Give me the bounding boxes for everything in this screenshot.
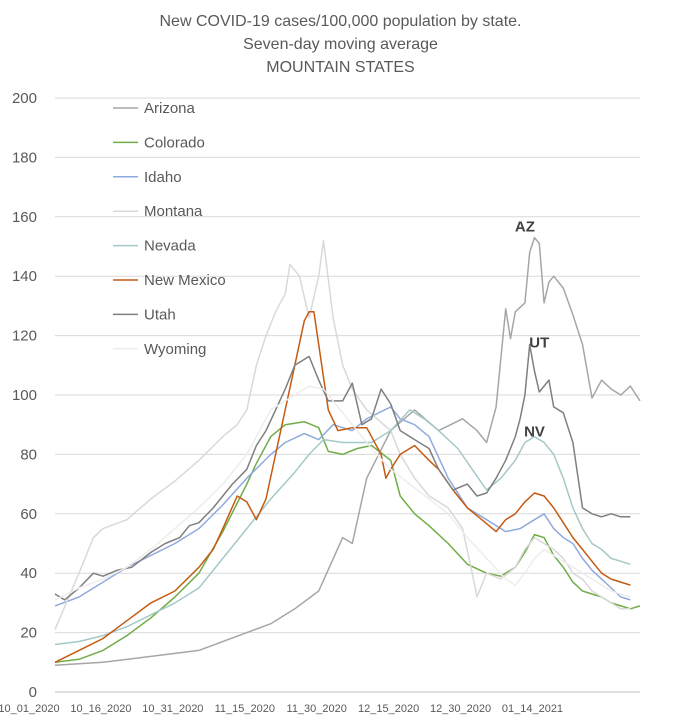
legend: Arizona Colorado Idaho Montana Nevada New Mex… [113, 100, 226, 358]
legend-label: Nevada [144, 238, 196, 255]
y-tick-label: 200 [12, 90, 37, 107]
series-line-arizona [54, 236, 641, 667]
y-tick-label: 60 [20, 506, 37, 523]
series-line-wyoming [54, 385, 631, 601]
x-tick-label: 10_01_2020 [0, 703, 60, 715]
series-line-colorado [54, 420, 641, 664]
x-tick-label: 10_16_2020 [70, 703, 131, 715]
chart-title-line-3: MOUNTAIN STATES [266, 59, 415, 76]
legend-label: Utah [144, 306, 176, 323]
legend-label: New Mexico [144, 272, 226, 289]
y-tick-label: 80 [20, 446, 37, 463]
legend-label: Wyoming [144, 341, 206, 358]
series-line-nevada [54, 409, 631, 646]
legend-label: Idaho [144, 169, 182, 186]
series-line-idaho [54, 406, 631, 607]
y-tick-label: 20 [20, 625, 37, 642]
legend-label: Arizona [144, 100, 196, 117]
y-tick-label: 120 [12, 328, 37, 345]
y-tick-label: 180 [12, 149, 37, 166]
legend-label: Colorado [144, 134, 205, 151]
series-layer [54, 236, 641, 667]
x-tick-label: 12_30_2020 [430, 703, 491, 715]
series-line-montana [54, 239, 631, 630]
axes: 0 20 40 60 80 100 120 140 160 180 200 10_01_2020 10_… [0, 90, 640, 715]
y-tick-label: 160 [12, 209, 37, 226]
y-tick-label: 0 [29, 684, 37, 701]
annotations: AZ UT NV [515, 219, 549, 441]
y-tick-label: 40 [20, 565, 37, 582]
chart-title-line-2: Seven-day moving average [243, 36, 438, 53]
series-line-new-mexico [54, 311, 631, 663]
legend-label: Montana [144, 203, 203, 220]
annotation-label: NV [524, 424, 545, 441]
x-tick-label: 11_30_2020 [287, 703, 347, 715]
x-tick-label: 01_14_2021 [502, 703, 563, 715]
x-tick-label: 12_15_2020 [358, 703, 419, 715]
x-tick-label: 10_31_2020 [142, 703, 203, 715]
y-tick-label: 140 [12, 268, 37, 285]
y-tick-label: 100 [12, 387, 37, 404]
chart-title-line-1: New COVID-19 cases/100,000 population by… [159, 13, 522, 30]
x-tick-label: 11_15_2020 [215, 703, 275, 715]
annotation-label: UT [529, 334, 549, 351]
series-line-utah [54, 343, 631, 601]
annotation-label: AZ [515, 219, 535, 236]
